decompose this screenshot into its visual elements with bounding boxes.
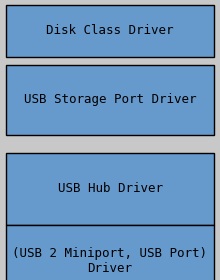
- Text: (USB 2 Miniport, USB Port)
Driver: (USB 2 Miniport, USB Port) Driver: [13, 246, 207, 276]
- Text: USB Hub Driver: USB Hub Driver: [57, 183, 163, 195]
- Text: Disk Class Driver: Disk Class Driver: [46, 25, 174, 38]
- Bar: [6, 153, 214, 225]
- Bar: [6, 65, 214, 135]
- Bar: [6, 225, 214, 280]
- Text: USB Storage Port Driver: USB Storage Port Driver: [24, 94, 196, 106]
- Bar: [6, 5, 214, 57]
